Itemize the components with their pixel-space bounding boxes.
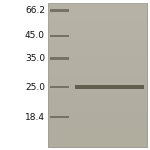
Bar xyxy=(75,85,144,89)
Bar xyxy=(48,129,147,147)
Bar xyxy=(48,3,147,147)
Bar xyxy=(50,35,69,37)
Bar xyxy=(48,93,147,111)
Bar xyxy=(48,39,147,57)
Bar xyxy=(48,111,147,129)
Text: 18.4: 18.4 xyxy=(25,112,45,122)
Bar xyxy=(50,57,69,60)
Bar xyxy=(50,116,69,118)
Text: 35.0: 35.0 xyxy=(25,54,45,63)
Bar xyxy=(48,21,147,39)
Text: 66.2: 66.2 xyxy=(25,6,45,15)
Bar xyxy=(48,3,147,21)
Text: 25.0: 25.0 xyxy=(25,82,45,91)
Bar xyxy=(50,9,69,12)
Bar xyxy=(48,57,147,75)
Text: 45.0: 45.0 xyxy=(25,32,45,40)
Bar xyxy=(50,86,69,88)
Bar xyxy=(48,75,147,93)
